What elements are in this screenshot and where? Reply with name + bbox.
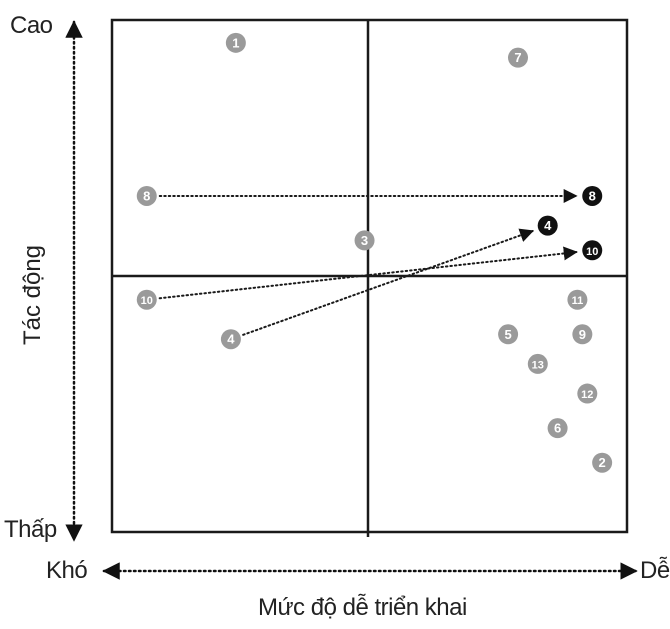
item-marker: 8 (582, 185, 603, 206)
marker-label: 4 (227, 332, 235, 347)
movement-arrow (242, 228, 534, 336)
marker-circle (577, 383, 598, 404)
marker-circle (592, 452, 613, 473)
marker-label: 10 (141, 295, 153, 307)
marker-circle (136, 289, 157, 310)
marker-label: 3 (361, 233, 368, 248)
item-markers: 1 7 8 8 3 4 10 10 4 11 5 9 13 12 6 2 (136, 32, 613, 473)
marker-circle (582, 240, 603, 261)
item-marker: 5 (498, 324, 519, 345)
marker-circle (572, 324, 593, 345)
marker-label: 7 (514, 50, 521, 65)
y-axis-high-label: Cao (10, 12, 53, 39)
item-marker: 13 (527, 353, 548, 374)
marker-circle (220, 329, 241, 350)
marker-label: 4 (544, 218, 552, 233)
item-marker: 9 (572, 324, 593, 345)
item-marker: 10 (136, 289, 157, 310)
movement-arrows (158, 188, 578, 336)
item-marker: 12 (577, 383, 598, 404)
x-axis-high-label: Dễ (640, 557, 670, 584)
item-marker: 10 (582, 240, 603, 261)
marker-circle (508, 47, 528, 68)
marker-label: 11 (572, 295, 584, 307)
movement-arrow (158, 246, 578, 300)
item-marker: 4 (537, 215, 558, 236)
item-marker: 1 (225, 32, 246, 53)
marker-label: 12 (581, 389, 593, 401)
item-marker: 4 (220, 329, 241, 350)
marker-circle (225, 32, 246, 53)
marker-label: 5 (504, 327, 511, 342)
marker-circle (582, 185, 603, 206)
item-marker: 6 (547, 418, 568, 439)
marker-label: 6 (554, 421, 561, 436)
x-axis-title: Mức độ dễ triển khai (258, 594, 467, 621)
item-marker: 7 (508, 47, 528, 68)
marker-circle (537, 215, 558, 236)
marker-circle (354, 230, 375, 251)
item-marker: 8 (136, 185, 157, 206)
marker-circle (567, 289, 588, 310)
marker-label: 1 (232, 35, 239, 50)
marker-circle (498, 324, 519, 345)
marker-circle (527, 353, 548, 374)
marker-label: 8 (589, 188, 596, 203)
marker-label: 10 (586, 246, 598, 258)
x-axis-low-label: Khó (46, 557, 88, 584)
item-marker: 2 (592, 452, 613, 473)
marker-label: 9 (579, 327, 586, 342)
item-marker: 3 (354, 230, 375, 251)
marker-circle (136, 185, 157, 206)
marker-circle (547, 418, 568, 439)
marker-label: 8 (143, 188, 150, 203)
item-marker: 11 (567, 289, 588, 310)
marker-label: 2 (599, 455, 606, 470)
marker-label: 13 (532, 359, 544, 371)
y-axis-low-label: Thấp (4, 516, 57, 543)
y-axis-title: Tác động (19, 245, 46, 345)
